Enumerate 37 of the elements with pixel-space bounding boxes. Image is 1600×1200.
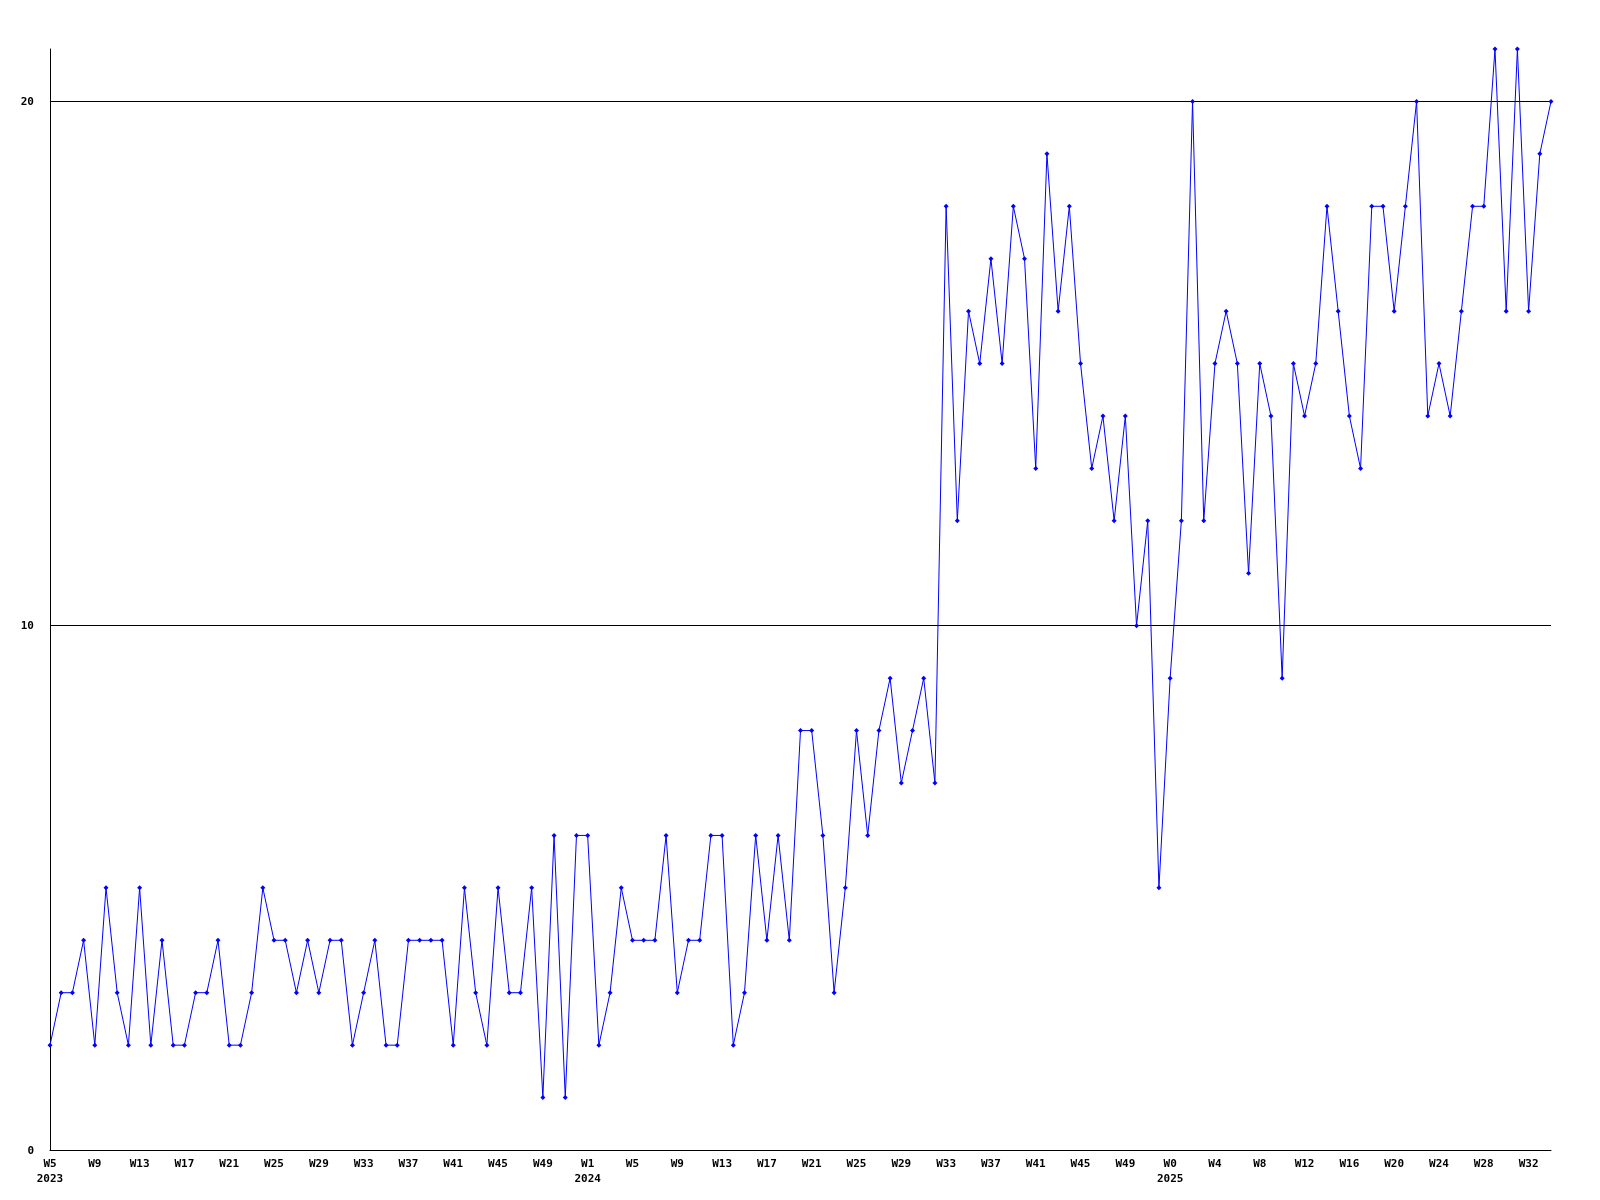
x-tick-label: W33: [936, 1157, 957, 1170]
x-tick-label: W5 2023: [36, 1157, 64, 1185]
x-tick-label: W25: [846, 1157, 867, 1170]
x-tick-label: W13: [129, 1157, 150, 1170]
x-tick-label: W45: [488, 1157, 508, 1170]
x-tick-label: W29: [891, 1157, 912, 1170]
x-tick-label: W21: [801, 1157, 823, 1170]
x-tick-label: W37: [398, 1157, 419, 1170]
x-tick-label: W37: [980, 1157, 1001, 1170]
x-tick-label: W41: [1025, 1157, 1047, 1170]
x-tick-label: W33: [353, 1157, 374, 1170]
x-tick-label: W12: [1294, 1157, 1315, 1170]
x-tick-label: W5: [625, 1157, 640, 1170]
x-tick-label: W25: [264, 1157, 284, 1170]
x-tick-label: W21: [219, 1157, 240, 1170]
x-tick-label: W24: [1429, 1157, 1450, 1170]
x-tick-label: W41: [443, 1157, 464, 1170]
y-tick-label: 20: [20, 94, 34, 108]
x-tick-label: W45: [1070, 1157, 1091, 1170]
y-tick-label: 10: [20, 619, 34, 633]
x-tick-label: W9: [670, 1157, 684, 1170]
x-tick-label: W28: [1473, 1157, 1494, 1170]
x-tick-label: W17: [756, 1157, 777, 1170]
x-tick-label: W0 2025: [1156, 1157, 1184, 1185]
x-tick-label: W32: [1518, 1157, 1539, 1170]
x-tick-label: W17: [174, 1157, 195, 1170]
y-tick-label: 0: [27, 1143, 34, 1157]
x-tick-label: W8: [1253, 1157, 1267, 1170]
x-tick-label: W16: [1339, 1157, 1360, 1170]
x-tick-label: W1 2024: [574, 1157, 602, 1185]
x-tick-label: W29: [308, 1157, 329, 1170]
x-tick-label: W20: [1384, 1157, 1405, 1170]
x-tick-label: W49: [1115, 1157, 1136, 1170]
x-tick-label: W13: [712, 1157, 733, 1170]
x-tick-label: W4: [1208, 1157, 1222, 1170]
x-tick-label: W9: [88, 1157, 102, 1170]
x-tick-label: W49: [532, 1157, 553, 1170]
